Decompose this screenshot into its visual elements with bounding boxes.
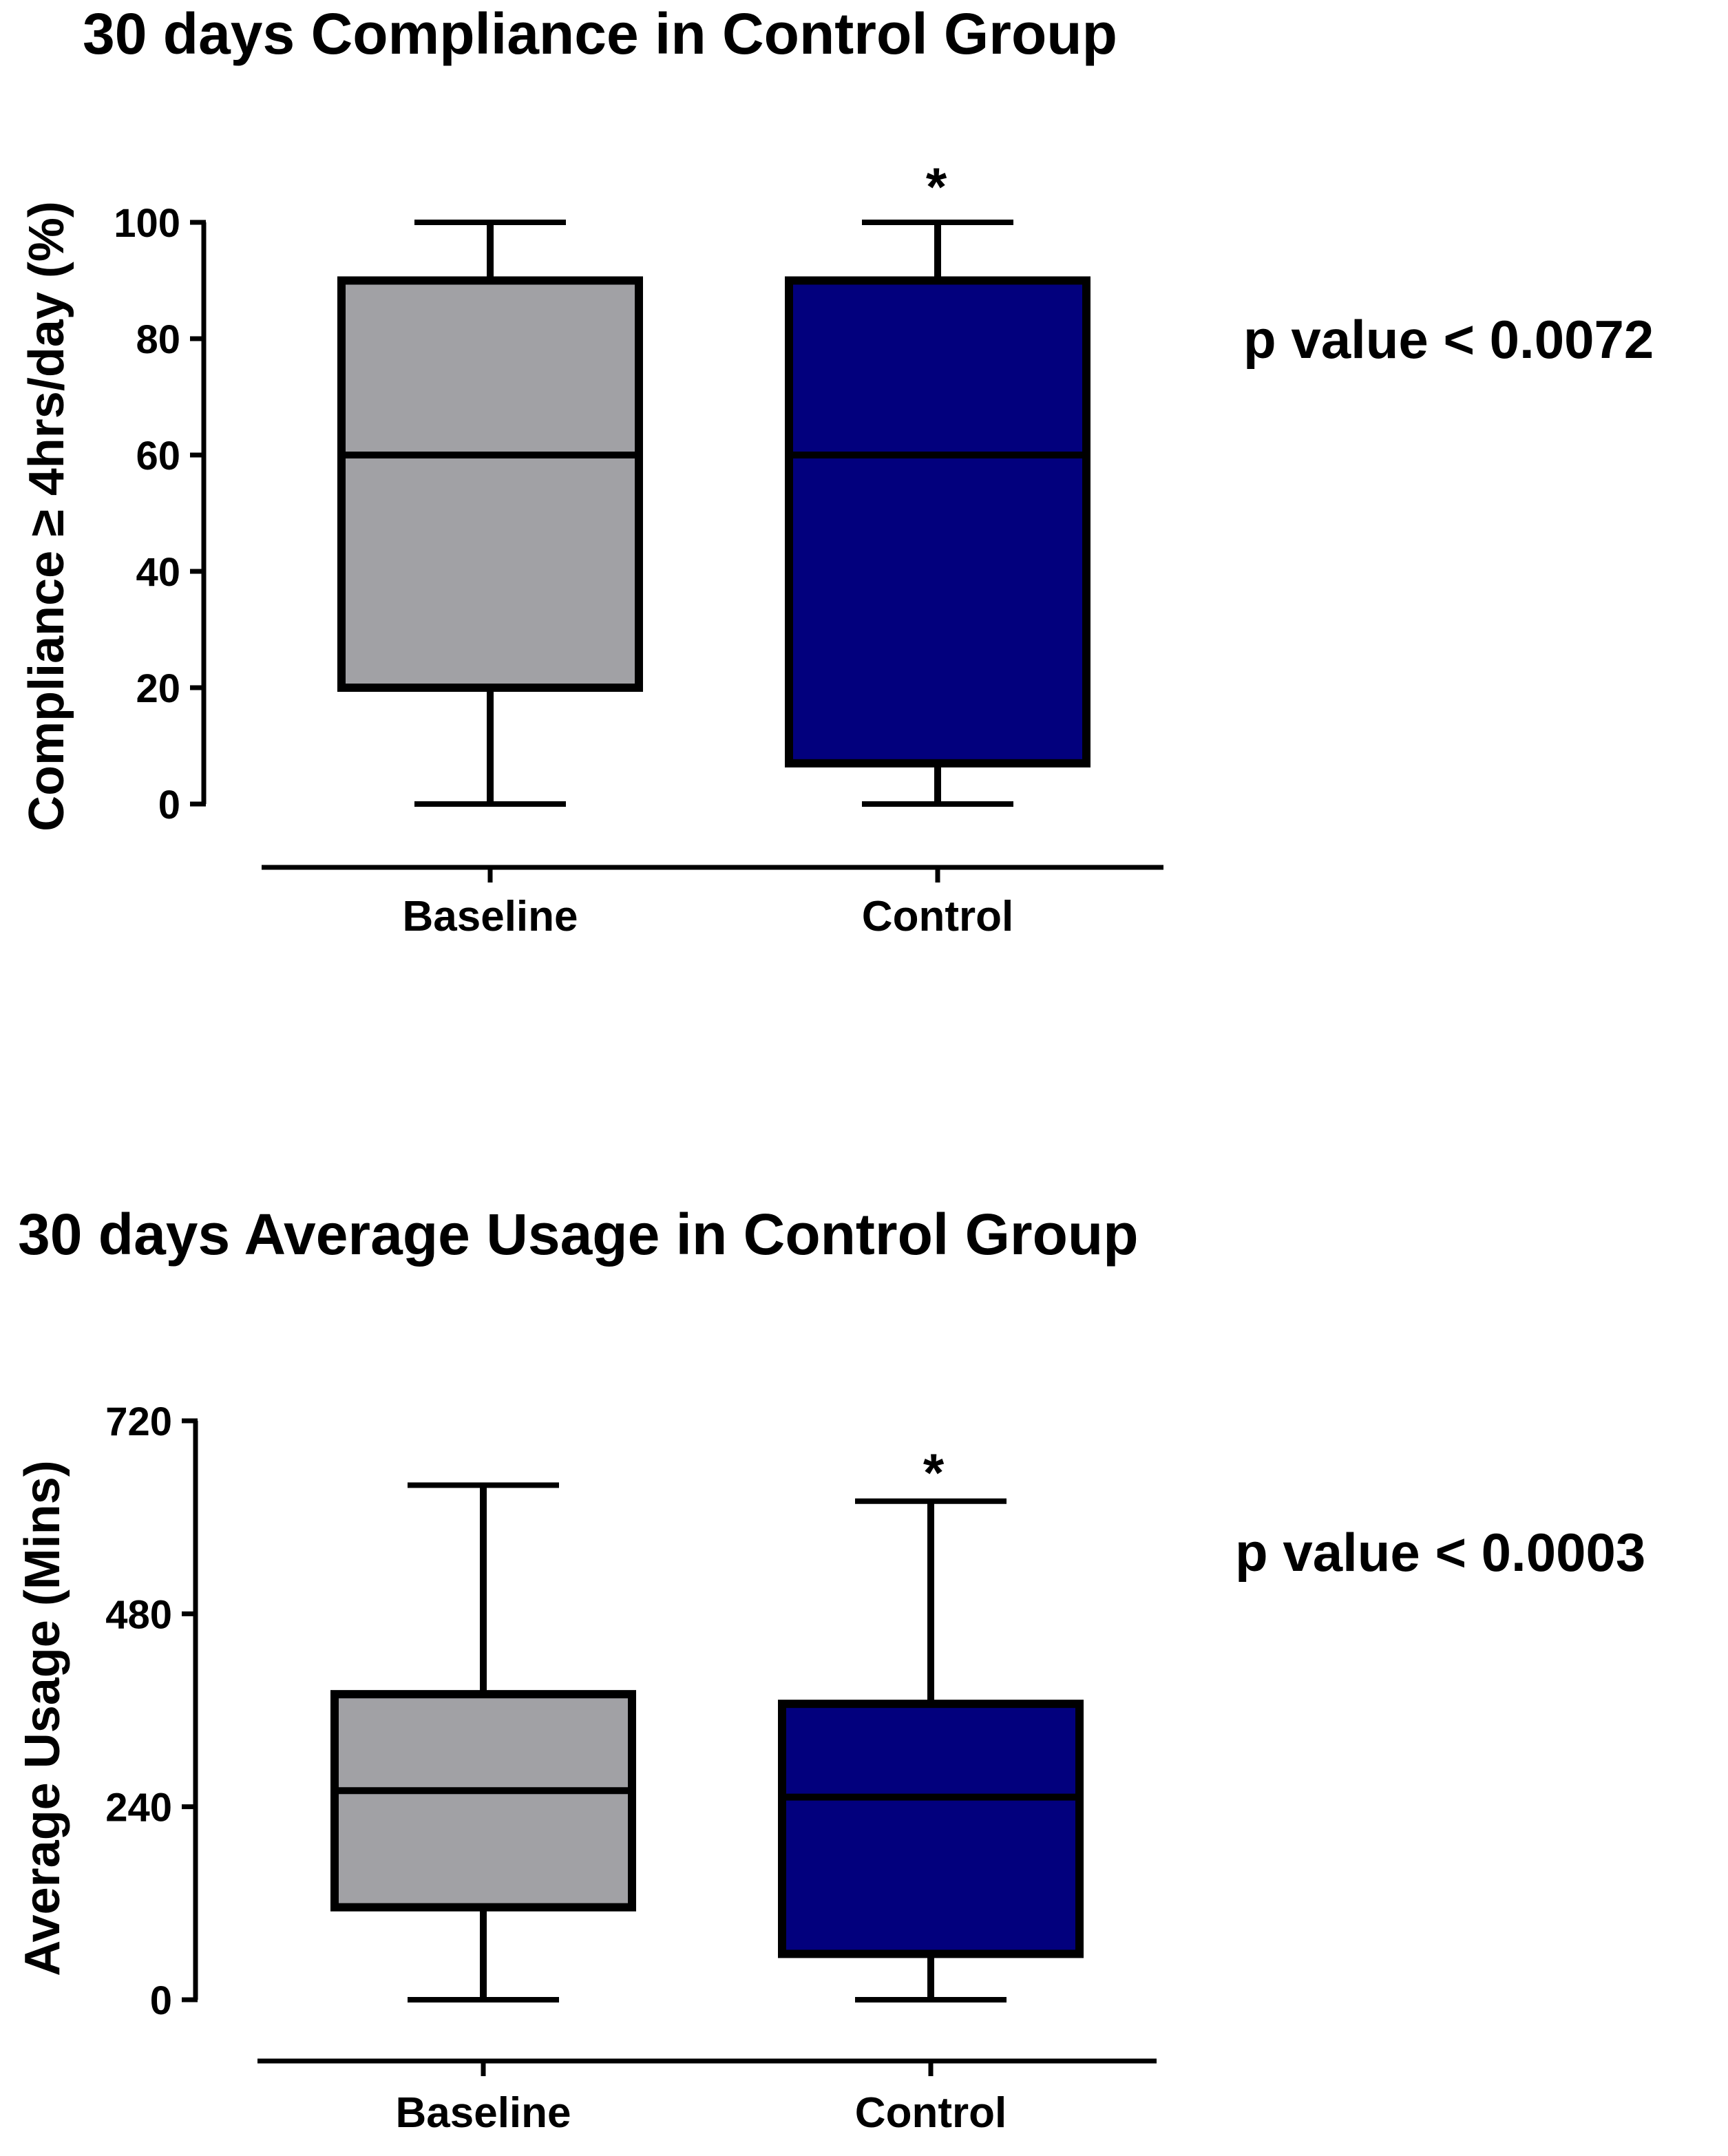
chart-1-box-control: [785, 220, 1090, 807]
chart-2-box-baseline: [330, 1482, 636, 2002]
iqr-box: [337, 276, 643, 692]
chart-1-y-tick-label: 80: [136, 317, 180, 362]
chart-2-title: 30 days Average Usage in Control Group: [18, 1202, 1139, 1267]
chart-1-boxes: [337, 220, 1090, 807]
chart-1-y-tick-label: 20: [136, 666, 180, 711]
chart-2-y-tick-label: 480: [105, 1592, 172, 1637]
chart-2-y-axis-title: Average Usage (Mins): [15, 1460, 70, 1976]
chart-1-y-tick-label: 100: [114, 201, 180, 246]
chart-2-x-axis: [257, 2058, 1157, 2076]
chart-1-y-tick-label: 40: [136, 550, 180, 595]
chart-1-significance-star: *: [926, 156, 947, 217]
chart-2-y-tick-label: 0: [150, 1978, 172, 2023]
chart-1-x-axis: [262, 865, 1163, 883]
chart-1-y-tick-label: 60: [136, 434, 180, 478]
chart-compliance: 30 days Compliance in Control Group Comp…: [19, 1, 1654, 940]
chart-2-y-tick-label: 720: [105, 1399, 172, 1444]
chart-1-p-value: p value < 0.0072: [1243, 309, 1654, 370]
chart-2-x-label-baseline: Baseline: [395, 2089, 571, 2137]
chart-2-box-control: [778, 1498, 1084, 2002]
chart-2-x-label-control: Control: [855, 2089, 1007, 2137]
chart-1-box-baseline: [337, 220, 643, 807]
chart-2-y-axis: 0 240 480 720: [105, 1399, 198, 2023]
chart-2-significance-star: *: [923, 1442, 945, 1503]
iqr-box: [778, 1700, 1084, 1958]
chart-1-y-tick-label: 0: [158, 783, 180, 827]
chart-1-x-label-baseline: Baseline: [402, 893, 578, 940]
chart-2-boxes: [330, 1482, 1084, 2002]
chart-1-x-label-control: Control: [862, 893, 1013, 940]
iqr-box: [785, 276, 1090, 768]
chart-1-y-axis: 0 20 40 60 80 100: [114, 201, 207, 827]
chart-1-y-axis-title: Compliance ≥ 4hrs/day (%): [19, 201, 74, 832]
iqr-box: [330, 1690, 636, 1912]
chart-2-y-tick-label: 240: [105, 1786, 172, 1830]
chart-2-p-value: p value < 0.0003: [1235, 1522, 1645, 1583]
chart-usage: 30 days Average Usage in Control Group A…: [15, 1202, 1645, 2137]
chart-1-title: 30 days Compliance in Control Group: [83, 1, 1117, 66]
